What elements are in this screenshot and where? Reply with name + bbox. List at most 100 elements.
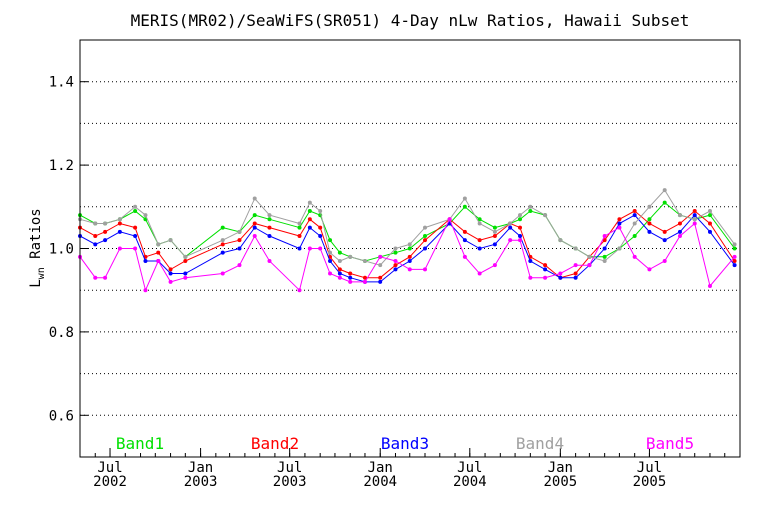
data-point <box>462 229 467 234</box>
data-point <box>662 259 667 264</box>
data-point <box>93 275 98 280</box>
data-point <box>267 217 272 222</box>
data-point <box>267 233 272 238</box>
data-point <box>518 233 522 238</box>
data-point <box>168 238 173 243</box>
series-line <box>79 189 736 266</box>
data-point <box>117 229 122 234</box>
data-point <box>220 242 225 247</box>
data-point <box>732 259 737 264</box>
data-point <box>492 263 497 268</box>
y-tick-label: 1.2 <box>49 158 74 174</box>
data-point <box>662 200 667 205</box>
data-point <box>518 238 522 243</box>
data-point <box>307 217 312 222</box>
data-point <box>307 200 312 205</box>
data-point <box>477 238 482 243</box>
data-point <box>156 259 161 264</box>
data-point <box>117 246 122 251</box>
y-tick-label: 0.6 <box>49 408 74 424</box>
data-point <box>220 225 225 230</box>
data-point <box>647 221 652 226</box>
data-point <box>318 208 323 213</box>
series-layer <box>78 188 737 293</box>
data-point <box>632 233 637 238</box>
data-point <box>518 217 522 222</box>
data-point <box>393 263 398 268</box>
data-point <box>267 213 272 218</box>
data-point <box>707 284 712 289</box>
data-point <box>707 221 712 226</box>
data-point <box>707 208 712 213</box>
data-point <box>318 233 323 238</box>
data-point <box>492 242 497 247</box>
data-point <box>558 275 563 280</box>
data-point <box>632 254 637 259</box>
data-point <box>252 196 257 201</box>
data-point <box>677 213 682 218</box>
data-point <box>528 275 533 280</box>
data-point <box>407 254 412 259</box>
data-point <box>528 259 533 264</box>
data-point <box>183 254 188 259</box>
data-point <box>528 208 533 213</box>
data-point <box>617 221 622 226</box>
data-point <box>462 196 467 201</box>
data-point <box>423 238 428 243</box>
data-point <box>156 242 161 247</box>
data-point <box>143 213 148 218</box>
data-point <box>133 233 138 238</box>
data-point <box>617 246 622 251</box>
data-point <box>632 221 637 226</box>
data-point <box>328 259 333 264</box>
data-point <box>647 267 652 272</box>
data-point <box>602 238 607 243</box>
data-point <box>518 213 522 218</box>
data-point <box>423 233 428 238</box>
x-tick-month: Jul <box>457 460 482 476</box>
x-tick-year: 2004 <box>363 474 397 490</box>
data-point <box>297 225 302 230</box>
data-point <box>508 221 513 226</box>
data-point <box>423 267 428 272</box>
data-point <box>133 204 138 209</box>
data-point <box>393 246 398 251</box>
data-point <box>558 238 563 243</box>
data-point <box>297 246 302 251</box>
data-point <box>337 250 342 255</box>
data-point <box>133 246 138 251</box>
data-point <box>252 213 257 218</box>
x-tick-year: 2005 <box>633 474 667 490</box>
data-point <box>393 250 398 255</box>
data-point <box>337 267 342 272</box>
data-point <box>662 229 667 234</box>
data-point <box>237 238 242 243</box>
data-point <box>93 242 98 247</box>
y-label-rest: Ratios <box>28 208 44 267</box>
data-point <box>117 221 122 226</box>
x-tick-year: 2003 <box>184 474 218 490</box>
data-point <box>297 288 302 293</box>
data-point <box>587 263 592 268</box>
data-point <box>328 250 333 255</box>
data-point <box>423 246 428 251</box>
x-tick-month: Jan <box>188 460 213 476</box>
data-point <box>252 221 257 226</box>
data-point <box>617 217 622 222</box>
series-band3 <box>78 213 737 284</box>
data-point <box>362 279 367 284</box>
data-point <box>133 208 138 213</box>
legend-item-band1: Band1 <box>116 434 164 453</box>
data-point <box>732 263 737 268</box>
data-point <box>677 221 682 226</box>
series-band5 <box>78 217 737 293</box>
data-point <box>543 267 548 272</box>
data-point <box>692 208 697 213</box>
data-point <box>647 229 652 234</box>
data-point <box>692 217 697 222</box>
data-point <box>393 267 398 272</box>
data-point <box>156 250 161 255</box>
data-point <box>328 271 333 276</box>
data-point <box>267 259 272 264</box>
